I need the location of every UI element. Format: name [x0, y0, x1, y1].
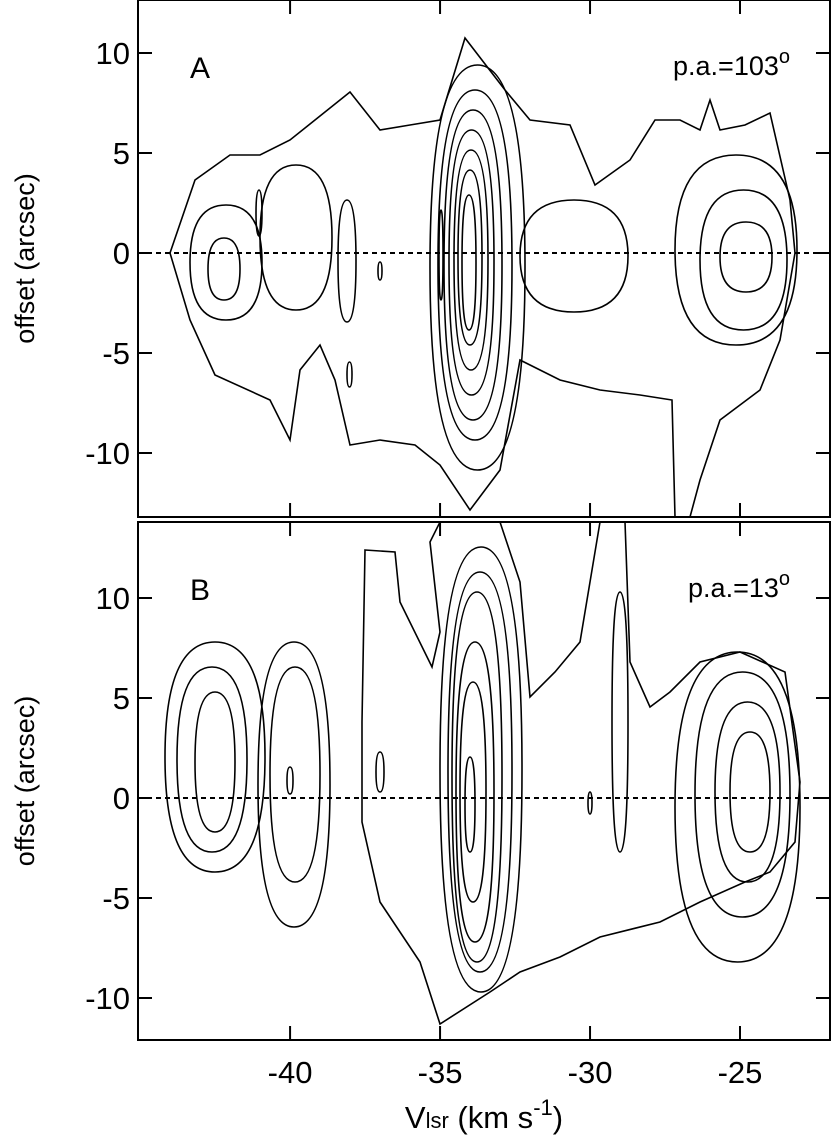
contour-line: [461, 194, 477, 331]
contour-line: [437, 89, 513, 441]
y-tick-label: 10: [96, 581, 130, 616]
contour-line: [176, 666, 248, 853]
y-axis-label: offset (arcsec): [10, 696, 40, 867]
x-label-sup: -1: [533, 1095, 553, 1120]
annotation-sup: o: [779, 568, 790, 590]
panel-label: A: [190, 52, 210, 85]
y-tick-label: -10: [85, 436, 130, 471]
annotation: p.a.=103o: [673, 46, 790, 81]
plot-frame: [137, 521, 831, 1041]
contour-line: [269, 666, 321, 883]
contour-line: [257, 641, 331, 928]
contour-line: [455, 641, 495, 943]
y-tick-label: -10: [85, 981, 130, 1016]
y-tick-label: 10: [96, 36, 130, 71]
contour-line: [429, 64, 526, 471]
x-label-sub: lsr: [426, 1108, 449, 1133]
y-axis-label: offset (arcsec): [10, 173, 40, 344]
contours: [164, 521, 801, 1026]
contour-line: [699, 189, 788, 331]
contour-line: [719, 221, 773, 293]
x-tick-label: -40: [268, 1055, 313, 1090]
x-tick-label: -25: [718, 1055, 763, 1090]
annotation: p.a.=13o: [688, 568, 790, 603]
x-label-main: V: [405, 1100, 426, 1135]
contour-line: [714, 701, 781, 883]
x-label-rest: (km s: [449, 1100, 533, 1135]
x-tick-label: -30: [568, 1055, 613, 1090]
contour-line: [519, 199, 629, 313]
contours: [169, 36, 798, 518]
contour-line: [448, 129, 495, 396]
contour-line: [443, 109, 503, 421]
contour-line: [337, 199, 357, 323]
contour-line: [361, 521, 801, 1026]
contour-line: [189, 204, 263, 321]
contour-line: [464, 756, 476, 853]
y-tick-label: 5: [113, 136, 130, 171]
y-tick-label: 5: [113, 681, 130, 716]
contour-line: [164, 641, 266, 873]
contour-line: [439, 546, 523, 993]
contour-line: [674, 651, 801, 963]
annotation-sup: o: [779, 46, 790, 68]
contour-line: [611, 591, 629, 853]
contour-line: [377, 261, 383, 281]
contour-line: [194, 691, 236, 833]
contour-line: [453, 149, 489, 371]
contour-line: [255, 189, 263, 237]
contour-line: [375, 751, 385, 793]
contour-line: [207, 237, 241, 301]
annotation-text: p.a.=103: [673, 51, 779, 81]
y-tick-label: 0: [113, 236, 130, 271]
contour-line: [457, 169, 483, 346]
contour-line: [729, 731, 771, 853]
y-tick-label: -5: [102, 881, 130, 916]
plot-frame: [137, 0, 831, 518]
contour-line: [438, 209, 444, 301]
contour-line: [286, 766, 294, 795]
contour-line: [447, 571, 513, 973]
annotation-text: p.a.=13: [688, 573, 779, 603]
contour-line: [259, 164, 333, 311]
panel-label: B: [190, 574, 210, 607]
y-tick-label: -5: [102, 336, 130, 371]
x-tick-label: -35: [418, 1055, 463, 1090]
contour-line: [694, 671, 791, 918]
contour-line: [451, 591, 503, 963]
contour-line: [346, 361, 353, 388]
y-tick-label: 0: [113, 781, 130, 816]
contour-line: [674, 154, 798, 346]
x-axis-label: Vlsr (km s-1): [405, 1095, 563, 1135]
contour-line: [459, 681, 487, 903]
contour-line: [587, 791, 593, 815]
x-label-end: ): [553, 1100, 563, 1135]
